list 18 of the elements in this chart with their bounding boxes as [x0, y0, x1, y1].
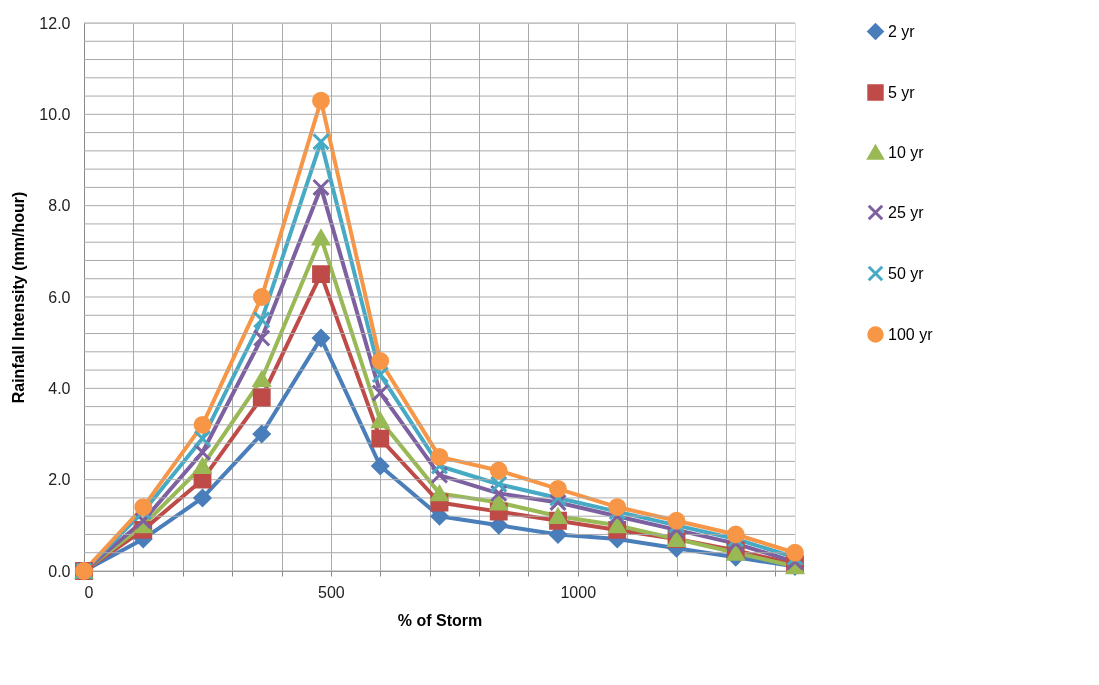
y-tick-label: 0.0: [48, 562, 71, 580]
x-tick-label: 0: [84, 583, 94, 601]
y-tick-label: 8.0: [48, 197, 71, 215]
y-tick-label: 6.0: [48, 288, 71, 306]
legend-label: 5 yr: [888, 83, 916, 101]
x-tick-label: 1000: [560, 583, 597, 601]
y-axis-title: Rainfall Intensity (mm/hour): [10, 191, 28, 404]
x-axis-title: % of Storm: [397, 611, 483, 629]
legend-label: 10 yr: [888, 143, 925, 161]
y-tick-label: 4.0: [48, 379, 71, 397]
legend-label: 2 yr: [888, 22, 916, 40]
legend-label: 50 yr: [888, 264, 925, 282]
legend-label: 100 yr: [888, 325, 934, 343]
y-tick-label: 10.0: [39, 105, 71, 123]
y-tick-label: 12.0: [39, 14, 71, 32]
legend-label: 25 yr: [888, 203, 925, 221]
x-tick-label: 500: [318, 583, 345, 601]
y-tick-label: 2.0: [48, 471, 71, 489]
